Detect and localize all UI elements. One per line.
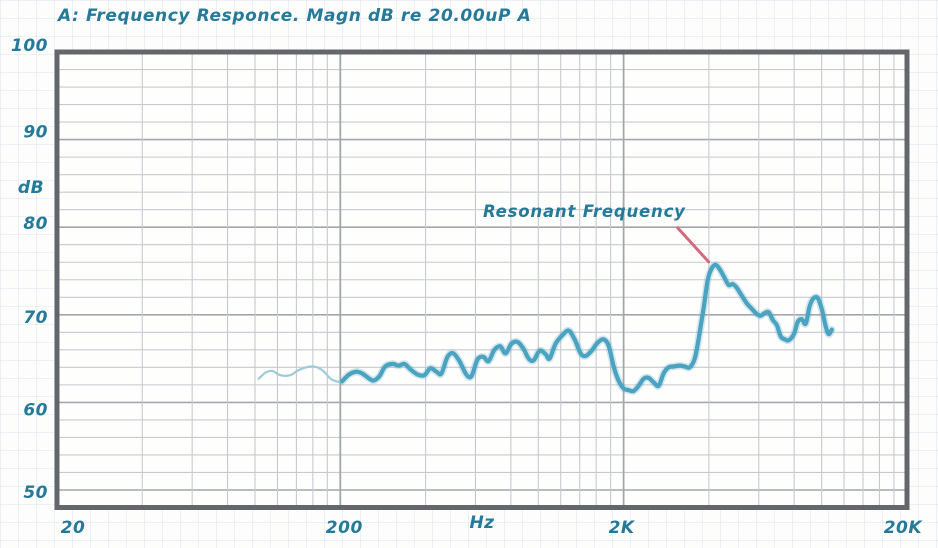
y-tick-label: 80 [23,214,48,234]
x-axis-unit: Hz [469,513,494,533]
x-tick-label: 20 [61,518,86,538]
y-tick-label: 50 [23,483,48,503]
chart-title: A: Frequency Responce. Magn dB re 20.00u… [58,6,532,26]
y-tick-label: 100 [11,36,48,56]
x-tick-label: 2K [609,518,636,538]
y-axis-unit: dB [18,178,44,198]
response-curve [340,262,834,394]
response-curve-start [257,365,351,384]
x-tick-label: 200 [326,518,363,538]
x-tick-label: 20K [884,518,924,538]
y-tick-label: 70 [23,308,48,328]
annotation-pointer-line [676,226,711,264]
plot-frame [54,49,910,510]
y-tick-label: 90 [23,123,48,143]
resonant-frequency-annotation: Resonant Frequency [483,202,686,221]
y-tick-label: 60 [23,400,48,420]
